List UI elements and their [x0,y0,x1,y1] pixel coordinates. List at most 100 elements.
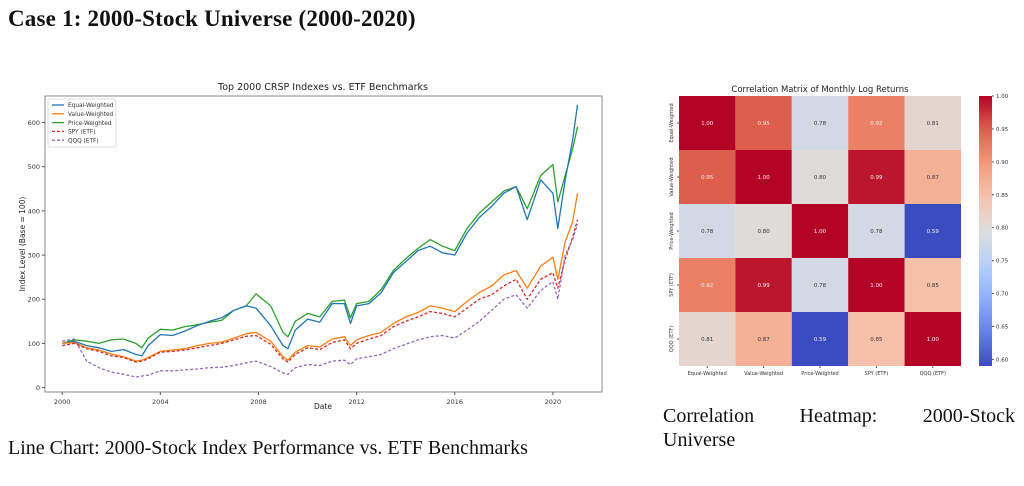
heatmap-caption: Correlation Heatmap: 2000-Stock Universe [663,404,1015,452]
y-tick-label: 300 [28,252,40,260]
heatmap-cell [791,204,849,258]
heatmap-cell [679,312,736,366]
series-line-equal-weighted [62,104,579,357]
heatmap-caption-line2: Universe [663,429,736,451]
heatmap-x-label: Equal-Weighted [688,371,727,377]
heatmap-cell [791,150,849,204]
heatmap-cell-value: 1.00 [927,337,940,343]
colorbar: 0.60 0.65 0.70 0.75 0.80 0.85 0.90 0.95 1.00 [979,94,1009,366]
x-tick-label: 2000 [54,398,71,406]
heatmap-cell [735,204,792,258]
legend-label: Equal-Weighted [68,103,114,109]
heatmap-x-label: SPY (ETF) [865,371,889,377]
colorbar-tick-label: 0.80 [996,226,1009,232]
x-axis: 2000 2004 2008 2012 2016 2020 [54,392,561,406]
heatmap-cell-value: 0.78 [870,229,883,235]
heatmap-cell [735,96,792,150]
heatmap-cell-value: 0.78 [814,283,827,289]
colorbar-tick-label: 0.70 [996,292,1009,298]
legend-label: QQQ (ETF) [68,138,99,144]
heatmap-cell-value: 0.85 [927,283,940,289]
heatmap-cell [848,204,905,258]
section-title: Case 1: 2000-Stock Universe (2000-2020) [8,6,416,31]
y-tick-label: 200 [28,296,40,304]
heatmap-x-label: QQQ (ETF) [920,371,946,377]
heatmap-y-label: Price-Weighted [669,212,675,249]
heatmap-cell [679,204,736,258]
heatmap-cell-value: 0.78 [701,229,714,235]
heatmap-cell-value: 1.00 [814,229,827,235]
heatmap-chart: Correlation Matrix of Monthly Log Return… [669,85,1009,377]
line-chart-caption: Line Chart: 2000-Stock Index Performance… [8,437,528,459]
heatmap-cell [904,312,961,366]
series-line-value-weighted [62,193,579,362]
heatmap-cell-value: 0.85 [870,337,883,343]
heatmap-y-label: Value-Weighted [669,157,675,196]
heatmap-cell [735,150,792,204]
colorbar-tick-label: 0.85 [996,193,1009,199]
heatmap-cell-value: 0.87 [927,175,940,181]
heatmap-y-label: SPY (ETF) [669,273,675,297]
colorbar-tick-label: 0.65 [996,324,1009,330]
heatmap-cell [904,150,961,204]
series-line-price-weighted [62,126,579,349]
heatmap-cell-value: 1.00 [757,175,770,181]
heatmap-cell [791,312,849,366]
chart-title: Top 2000 CRSP Indexes vs. ETF Benchmarks [217,82,428,93]
plot-frame [44,95,603,393]
heatmap-cell-value: 0.81 [701,337,713,343]
heatmap-cell-value: 0.59 [927,229,940,235]
heatmap-cell-value: 1.00 [701,121,714,127]
heatmap-cell [735,258,792,312]
heatmap-cell-value: 0.78 [814,121,827,127]
heatmap-cell-value: 0.99 [870,175,883,181]
heatmap-cell-value: 0.87 [757,337,770,343]
legend-label: Value-Weighted [68,112,114,118]
legend-box [47,98,117,148]
legend-label: SPY (ETF) [68,130,96,136]
heatmap-title: Correlation Matrix of Monthly Log Return… [731,85,909,95]
heatmap-cell [904,204,961,258]
legend: Equal-Weighted Value-Weighted Price-Weight… [47,98,117,148]
colorbar-tick-label: 0.60 [996,357,1009,363]
colorbar-tick-label: 0.95 [996,127,1009,133]
heatmap-caption-line1: Correlation Heatmap: 2000-Stock [663,405,1015,427]
heatmap-cell-value: 0.92 [870,121,882,127]
series-line-qqq-etf [62,223,579,378]
heatmap-cell [848,312,905,366]
heatmap-cell [848,150,905,204]
heatmap-y-label: QQQ (ETF) [669,326,675,352]
heatmap-x-label: Value-Weighted [744,371,783,377]
heatmap-cell [735,312,792,366]
line-chart: Top 2000 CRSP Indexes vs. ETF Benchmarks… [18,82,603,411]
heatmap-cell [679,96,736,150]
colorbar-gradient [979,96,992,366]
y-tick-label: 600 [28,119,40,127]
heatmap-cell [791,96,849,150]
heatmap-cell [679,150,736,204]
series-line-spy-etf [62,219,579,363]
heatmap-cell [904,258,961,312]
x-tick-label: 2016 [447,398,464,406]
heatmap-grid: 1.00 0.95 0.78 0.92 0.81 0.95 1.00 0.80 0.99 0.87… [679,96,961,366]
heatmap-cell-value: 0.99 [757,283,770,289]
heatmap-cell-value: 1.00 [870,283,883,289]
y-tick-label: 0 [36,384,40,392]
y-tick-label: 400 [28,207,40,215]
y-axis: 0 100 200 300 400 500 600 [28,119,45,392]
x-tick-label: 2008 [250,398,267,406]
heatmap-cell-value: 0.81 [927,121,939,127]
y-tick-label: 500 [28,163,40,171]
heatmap-cell-value: 0.80 [814,175,827,181]
heatmap-cell-value: 0.92 [701,283,713,289]
heatmap-cell-value: 0.95 [701,175,714,181]
x-tick-label: 2012 [348,398,365,406]
colorbar-tick-label: 1.00 [996,94,1009,100]
heatmap-x-label: Price-Weighted [801,371,838,377]
heatmap-cell-value: 0.80 [757,229,770,235]
x-axis-label: Date [314,402,332,411]
heatmap-cell-value: 0.95 [757,121,770,127]
heatmap-cell [679,258,736,312]
heatmap-cell [904,96,961,150]
y-axis-label: Index Level (Base = 100) [18,197,27,292]
